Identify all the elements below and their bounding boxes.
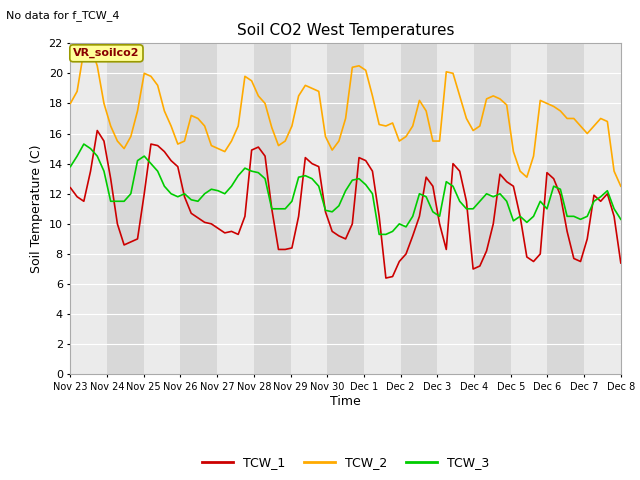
Legend: TCW_1, TCW_2, TCW_3: TCW_1, TCW_2, TCW_3 [196, 451, 495, 474]
Bar [364, 43, 401, 374]
Y-axis label: Soil Temperature (C): Soil Temperature (C) [30, 144, 43, 273]
Text: VR_soilco2: VR_soilco2 [73, 48, 140, 59]
Bar [584, 43, 621, 374]
Title: Soil CO2 West Temperatures: Soil CO2 West Temperatures [237, 23, 454, 38]
Bar [144, 43, 180, 374]
Bar [70, 43, 107, 374]
Bar [217, 43, 254, 374]
Text: No data for f_TCW_4: No data for f_TCW_4 [6, 10, 120, 21]
Bar [291, 43, 327, 374]
X-axis label: Time: Time [330, 395, 361, 408]
Bar [437, 43, 474, 374]
Bar [511, 43, 547, 374]
